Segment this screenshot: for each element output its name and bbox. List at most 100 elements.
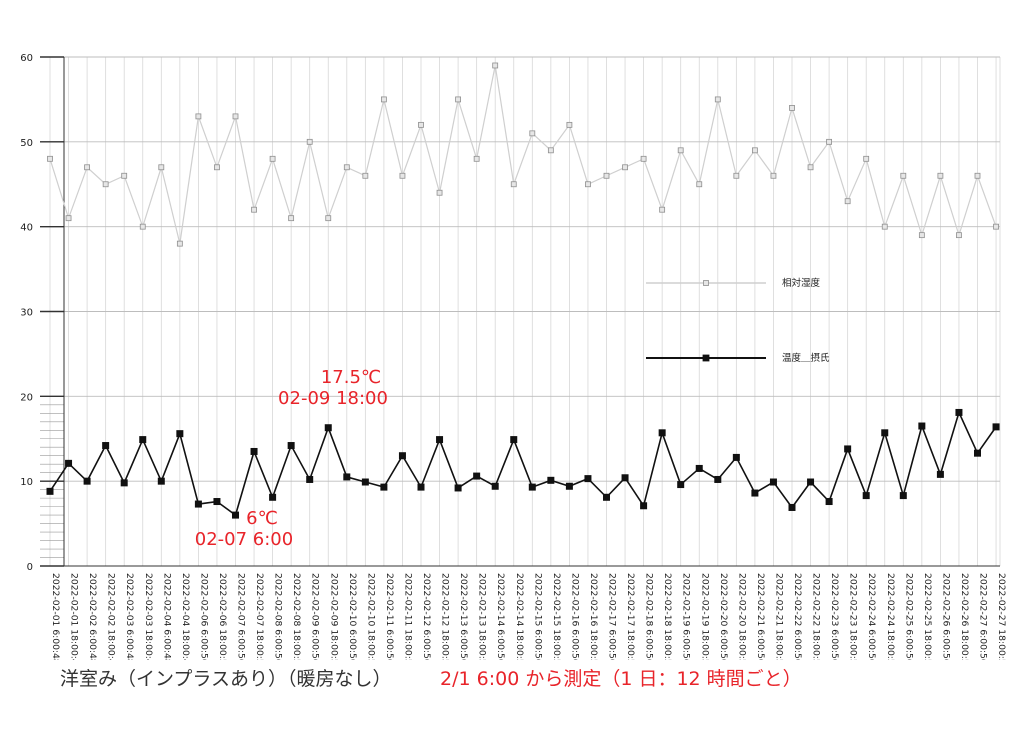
- legend-label: 相対湿度: [782, 277, 821, 289]
- data-point: [658, 429, 666, 437]
- series-line: [49, 410, 997, 517]
- x-tick-label: 2022-02-04 6:00:48: [161, 573, 172, 660]
- data-point: [473, 472, 481, 480]
- y-tick-label: 0: [27, 562, 33, 573]
- x-tick-label: 2022-02-02 18:00:48: [106, 573, 117, 660]
- x-tick-label: 2022-02-04 18:00:48: [180, 573, 191, 660]
- data-point: [956, 232, 962, 239]
- data-point: [251, 206, 257, 213]
- series-temperature: [46, 408, 1000, 519]
- x-tick-label: 2022-02-06 6:00:56: [198, 573, 209, 660]
- data-point: [826, 138, 832, 145]
- data-point: [65, 215, 72, 222]
- x-tick-label: 2022-02-09 6:00:56: [310, 573, 321, 660]
- x-tick-label: 2022-02-12 18:00:56: [440, 573, 451, 660]
- x-tick-label: 2022-02-26 18:00:56: [959, 573, 970, 660]
- data-point: [324, 424, 332, 432]
- x-tick-label: 2022-02-10 6:00:56: [347, 573, 358, 660]
- data-point: [696, 181, 703, 188]
- data-point: [250, 447, 258, 455]
- x-tick-label: 2022-02-07 18:00:56: [254, 573, 265, 660]
- data-point: [677, 481, 685, 489]
- data-point: [603, 172, 610, 179]
- x-tick-label: 2022-02-13 18:00:56: [477, 573, 488, 660]
- data-point: [769, 478, 777, 486]
- data-point: [398, 452, 406, 460]
- data-point: [862, 492, 870, 500]
- data-point: [492, 62, 499, 69]
- data-point: [102, 442, 110, 450]
- x-tick-label: 2022-02-20 6:00:56: [718, 573, 729, 660]
- data-point: [195, 113, 202, 120]
- x-tick-label: 2022-02-12 6:00:56: [421, 573, 432, 660]
- data-point: [102, 181, 109, 188]
- x-tick-label: 2022-02-21 18:00:56: [773, 573, 784, 660]
- data-point: [287, 442, 295, 450]
- data-point: [46, 487, 54, 495]
- data-point: [918, 232, 925, 239]
- x-tick-label: 2022-02-08 6:00:56: [273, 573, 284, 660]
- data-point: [362, 172, 369, 179]
- data-point: [732, 453, 740, 461]
- x-tick-label: 2022-02-02 6:00:48: [87, 573, 98, 660]
- x-tick-label: 2022-02-06 18:00:56: [217, 573, 228, 660]
- x-tick-label: 2022-02-01 18:00:48: [69, 573, 80, 660]
- x-tick-label: 2022-02-01 6:00:48: [50, 573, 61, 660]
- x-tick-label: 2022-02-10 18:00:56: [365, 573, 376, 660]
- data-point: [380, 483, 388, 491]
- legend-label: 温度＿摂氏: [782, 352, 830, 364]
- data-point: [83, 477, 91, 485]
- data-point: [640, 155, 647, 162]
- x-tick-label: 2022-02-18 18:00:56: [662, 573, 673, 660]
- x-tick-label: 2022-02-27 18:00:56: [996, 573, 1007, 660]
- x-tick-label: 2022-02-11 6:00:56: [384, 573, 395, 660]
- data-point: [900, 172, 907, 179]
- data-point: [269, 493, 277, 501]
- data-point: [825, 498, 833, 506]
- x-tick-label: 2022-02-14 6:00:56: [495, 573, 506, 660]
- x-tick-label: 2022-02-08 18:00:56: [291, 573, 302, 660]
- data-point: [565, 482, 573, 490]
- data-point: [158, 164, 165, 171]
- x-tick-label: 2022-02-17 18:00:56: [625, 573, 636, 660]
- legend-marker: [702, 354, 710, 362]
- data-point: [213, 498, 221, 506]
- data-point: [584, 475, 592, 483]
- x-tick-label: 2022-02-20 18:00:56: [736, 573, 747, 660]
- data-point: [436, 189, 443, 196]
- data-point: [974, 172, 981, 179]
- data-point: [121, 172, 128, 179]
- data-point: [47, 155, 53, 162]
- data-point: [491, 482, 499, 490]
- grid: [40, 56, 1001, 567]
- data-point: [677, 147, 684, 154]
- data-point: [695, 464, 703, 472]
- data-point: [84, 164, 90, 171]
- data-point: [306, 138, 313, 145]
- data-point: [399, 172, 406, 179]
- x-tick-label: 2022-02-23 18:00:56: [848, 573, 859, 660]
- data-point: [510, 181, 517, 188]
- data-point: [659, 206, 666, 213]
- measurement-note: 2/1 6:00 から測定（1 日：12 時間ごと）: [440, 668, 802, 690]
- x-tick-label: 2022-02-14 18:00:56: [514, 573, 525, 660]
- x-tick-label: 2022-02-22 18:00:56: [811, 573, 822, 660]
- data-point: [194, 500, 202, 508]
- data-point: [770, 172, 777, 179]
- data-point: [65, 459, 73, 467]
- data-point: [993, 223, 999, 230]
- data-point: [528, 483, 536, 491]
- data-point: [844, 445, 852, 453]
- x-tick-label: 2022-02-17 6:00:56: [607, 573, 618, 660]
- data-point: [566, 121, 573, 128]
- y-tick-label: 40: [20, 223, 33, 234]
- data-point: [306, 475, 314, 483]
- data-point: [621, 474, 629, 482]
- data-point: [510, 436, 518, 444]
- x-tick-label: 2022-02-25 18:00:56: [922, 573, 933, 660]
- x-tick-label: 2022-02-09 18:00:56: [328, 573, 339, 660]
- annotation-text: 02-07 6:00: [195, 529, 293, 550]
- data-point: [455, 96, 462, 103]
- data-point: [937, 172, 944, 179]
